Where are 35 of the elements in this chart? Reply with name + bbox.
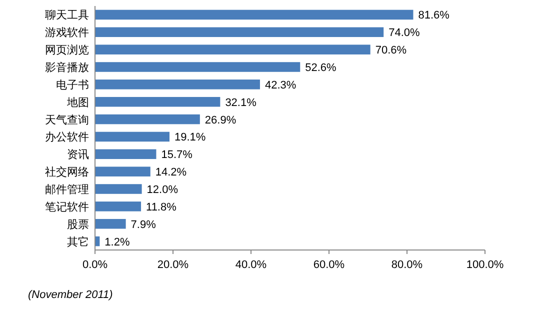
y-tick-label: 社交网络 (45, 166, 89, 179)
x-tick-label: 80.0% (391, 259, 423, 271)
x-tick-label: 40.0% (235, 259, 267, 271)
y-tick-label: 天气查询 (45, 113, 89, 126)
data-label: 74.0% (388, 27, 420, 40)
y-tick-label: 办公软件 (45, 130, 89, 144)
y-tick-label: 地图 (66, 96, 89, 109)
y-tick-label: 其它 (67, 235, 89, 248)
x-tick-label: 100.0% (466, 259, 504, 271)
data-label: 32.1% (225, 96, 257, 109)
data-label: 19.1% (174, 132, 206, 144)
x-tick-label: 60.0% (313, 259, 345, 271)
y-tick-label: 网页浏览 (45, 44, 89, 57)
data-label: 11.8% (146, 201, 177, 214)
y-tick-label: 游戏软件 (45, 26, 89, 40)
x-tick-label: 0.0% (82, 259, 108, 271)
y-tick-label: 电子书 (56, 78, 89, 92)
data-label: 12.0% (146, 184, 178, 196)
y-tick-label: 聊天工具 (45, 10, 89, 22)
data-label: 81.6% (418, 10, 450, 22)
y-tick-label: 笔记软件 (45, 201, 89, 214)
x-tick-label: 20.0% (157, 259, 189, 271)
y-tick-label: 股票 (67, 218, 89, 231)
data-label: 26.9% (204, 114, 236, 126)
data-label: 7.9% (130, 218, 156, 231)
data-label: 14.2% (155, 166, 187, 179)
y-tick-label: 邮件管理 (45, 183, 89, 196)
y-tick-label: 影音播放 (45, 61, 89, 74)
data-label: 15.7% (161, 149, 193, 162)
data-label: 52.6% (305, 62, 337, 74)
y-tick-label: 资讯 (67, 149, 89, 162)
data-label: 70.6% (375, 44, 407, 57)
text: (November 2011) (28, 289, 114, 301)
data-label: 42.3% (264, 79, 296, 92)
data-label: 1.2% (104, 236, 130, 248)
